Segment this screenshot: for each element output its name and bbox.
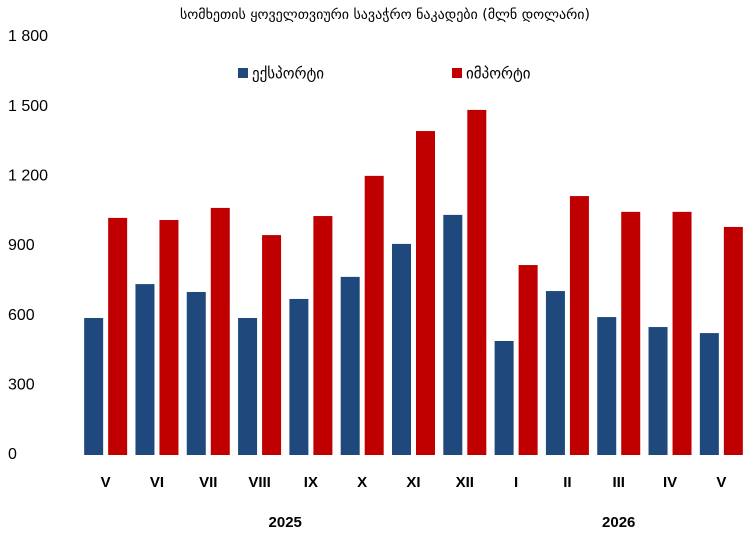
x-tick-label: V [716,474,726,491]
bar [672,211,692,455]
bar [364,175,384,455]
bar [313,216,333,455]
x-tick-label: III [612,474,625,491]
bar [210,207,230,455]
bar [518,265,538,455]
bar [84,317,104,455]
y-tick-label: 300 [8,377,35,394]
legend-swatch [452,68,462,78]
group-label: 2026 [602,514,635,531]
bar [340,276,360,455]
bar [723,226,743,455]
bar [289,298,309,455]
y-tick-label: 0 [8,446,17,463]
x-tick-label: XII [456,474,474,491]
bar [597,317,617,455]
x-tick-label: IV [663,474,677,491]
bar [569,196,589,456]
bar [186,291,206,455]
bar [262,235,282,455]
bar [648,327,668,455]
bar [135,284,155,455]
bar [467,109,487,455]
bar [545,291,565,455]
legend-label: იმპორტი [466,65,531,83]
bar [494,340,514,455]
x-tick-label: I [514,474,518,491]
x-tick-label: IX [304,474,318,491]
bar [621,211,641,455]
bar [238,317,258,455]
bar [108,217,128,455]
x-tick-label: VIII [248,474,271,491]
x-tick-label: VII [199,474,217,491]
legend-label: ექსპორტი [252,65,324,83]
x-tick-label: VI [150,474,164,491]
x-tick-label: V [101,474,111,491]
y-tick-label: 1 800 [8,28,48,45]
y-tick-label: 900 [8,237,35,254]
legend-swatch [238,68,248,78]
bar [699,333,719,455]
group-label: 2025 [269,514,302,531]
x-tick-label: X [357,474,367,491]
y-tick-label: 600 [8,307,35,324]
chart-title: სომხეთის ყოველთვიური სავაჭრო ნაკადები (მ… [180,6,590,23]
x-tick-label: XI [406,474,420,491]
y-tick-label: 1 500 [8,98,48,115]
x-tick-label: II [563,474,571,491]
bar [159,219,179,455]
y-tick-label: 1 200 [8,168,48,185]
bar [443,214,463,455]
bar [392,243,411,455]
bar [416,131,435,456]
